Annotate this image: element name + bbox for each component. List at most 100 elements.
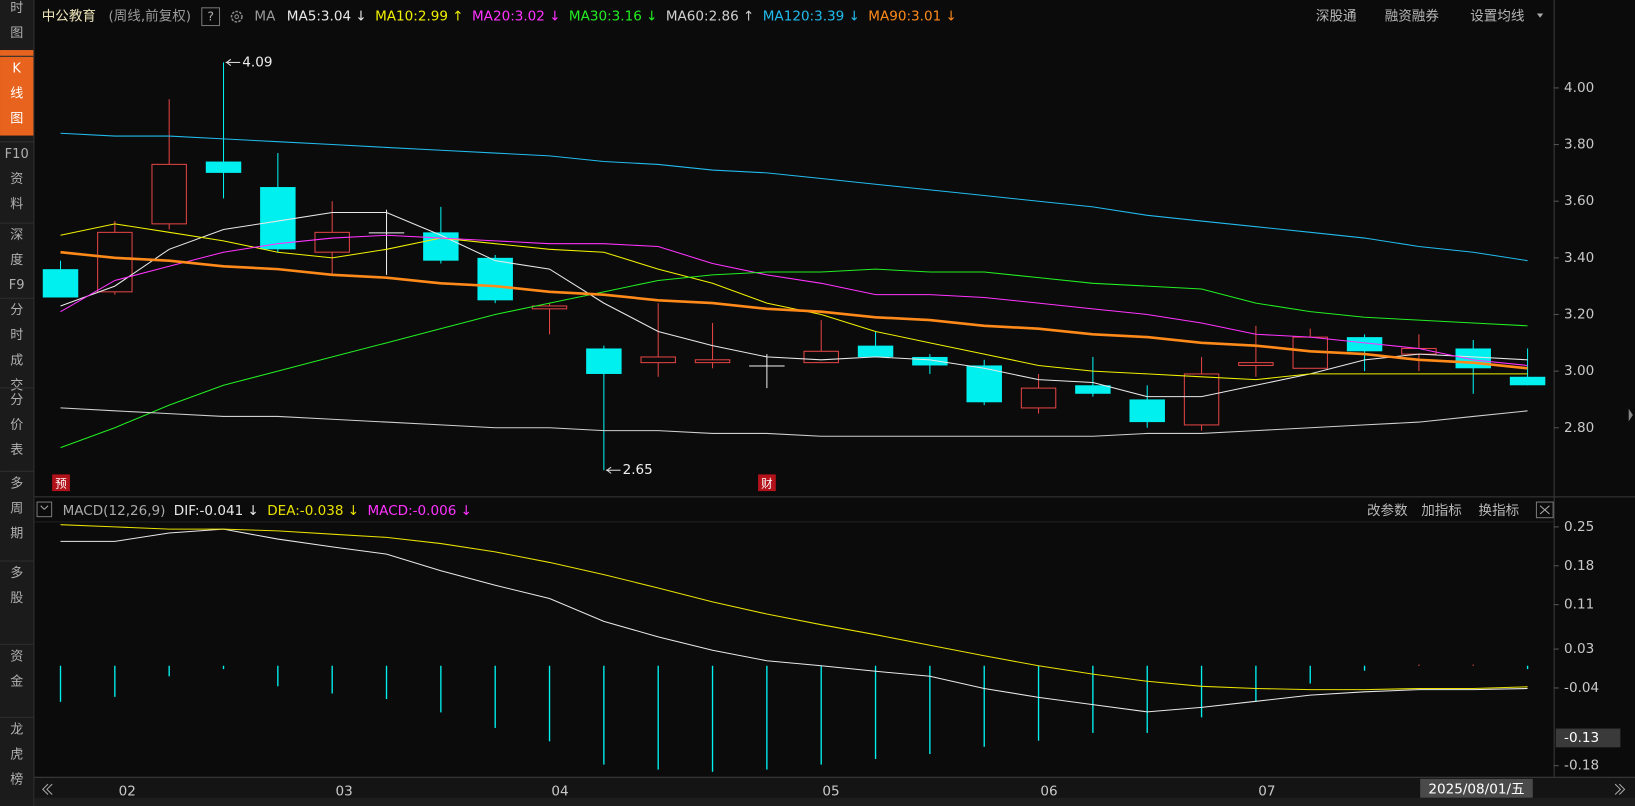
sidebar-tab[interactable]: 图: [10, 26, 23, 41]
dropdown-arrow[interactable]: [1536, 13, 1544, 18]
sidebar-tab[interactable]: 线: [10, 86, 23, 101]
help-box[interactable]: [201, 7, 221, 27]
macd-legend: DEA:-0.038 ↓: [267, 503, 359, 519]
sidebar-tab[interactable]: 股: [10, 591, 23, 606]
scroll-left[interactable]: [42, 783, 49, 795]
sidebar-tab[interactable]: 成: [10, 353, 23, 368]
macd-toggle-glyph: [40, 505, 45, 510]
indicator-button[interactable]: 加指标: [1421, 503, 1462, 519]
y-tick-label: 0.18: [1564, 558, 1594, 574]
forecast-marker[interactable]: [52, 474, 70, 492]
sidebar-tab[interactable]: 度: [10, 252, 23, 268]
gear-icon[interactable]: [230, 10, 243, 23]
candle-body: [966, 365, 1002, 403]
sidebar-tab[interactable]: 分: [10, 393, 23, 408]
candle-body: [1509, 376, 1546, 386]
low-annotation: 2.65: [623, 462, 653, 478]
y-tick-label: 4.00: [1564, 80, 1594, 96]
sidebar-tab[interactable]: 深: [10, 228, 23, 243]
sidebar-tab[interactable]: 周: [10, 501, 23, 516]
sidebar-tab[interactable]: 多: [10, 475, 23, 491]
x-tick-label: 04: [551, 783, 568, 799]
sidebar-tab[interactable]: F9: [9, 278, 25, 293]
candle-body: [151, 163, 187, 225]
macd-toggle[interactable]: [36, 501, 53, 518]
sidebar-tab[interactable]: 金: [10, 673, 23, 689]
candle-body: [260, 187, 296, 250]
candle-body: [314, 231, 350, 253]
sidebar-tab[interactable]: 交: [10, 377, 23, 393]
finance-marker[interactable]: [758, 474, 776, 492]
candle-body: [531, 305, 568, 310]
scroll-right-2[interactable]: [1618, 783, 1626, 795]
toolbar-button[interactable]: 融资融券: [1385, 9, 1440, 25]
candle-body: [694, 359, 731, 364]
close-box[interactable]: [1535, 501, 1554, 519]
low-annotation-arrowhead: [606, 466, 612, 474]
expand-handle[interactable]: [1628, 408, 1633, 422]
ma-label: MA: [254, 9, 276, 25]
candle-body: [423, 232, 459, 261]
sidebar-tab[interactable]: 分: [10, 303, 23, 318]
close-icon[interactable]: [1539, 505, 1550, 515]
sidebar-tab[interactable]: 期: [10, 526, 23, 541]
sidebar-tab[interactable]: 图: [10, 111, 23, 126]
macd-title: MACD(12,26,9): [63, 503, 166, 519]
candle-body: [912, 356, 948, 366]
candle-body: [749, 365, 785, 367]
sidebar-tab[interactable]: 榜: [10, 771, 23, 787]
sidebar-tab[interactable]: 虎: [10, 747, 23, 762]
macd-line: [60, 528, 1528, 713]
scroll-right[interactable]: [1614, 783, 1622, 795]
ma-line: [60, 250, 1528, 370]
indicator-button[interactable]: 改参数: [1367, 502, 1408, 519]
candle-body: [1129, 399, 1165, 423]
sidebar-tab[interactable]: 表: [10, 443, 23, 458]
sidebar-tab[interactable]: 多: [10, 565, 23, 581]
high-annotation: 4.09: [242, 54, 272, 70]
indicator-button[interactable]: 换指标: [1479, 503, 1520, 519]
scroll-left-2[interactable]: [46, 783, 53, 795]
active-tab[interactable]: [0, 50, 34, 136]
ma-line: [60, 268, 1528, 449]
x-tick-label: 06: [1040, 783, 1057, 799]
gear-center: [234, 14, 240, 20]
candle-body: [1455, 348, 1491, 369]
ma-legend: MA5:3.04 ↓: [287, 9, 367, 25]
toolbar-button[interactable]: 深股通: [1316, 9, 1357, 25]
ma-line: [60, 132, 1528, 262]
y-tick-label: 0.11: [1564, 597, 1594, 613]
candle-body: [42, 269, 79, 298]
sidebar-tab[interactable]: 时: [10, 328, 23, 343]
sidebar-tab[interactable]: 时: [10, 1, 23, 16]
candle-body: [1020, 387, 1057, 409]
sidebar-tab[interactable]: 龙: [10, 722, 23, 737]
cursor-value: -0.13: [1564, 730, 1599, 746]
y-tick-label: -0.18: [1564, 758, 1599, 774]
y-tick-label: 2.80: [1564, 420, 1594, 436]
sidebar-tab[interactable]: 价: [10, 418, 23, 433]
candle-body: [1346, 337, 1383, 352]
y-tick-label: -0.04: [1564, 680, 1599, 696]
toolbar-button[interactable]: 设置均线: [1470, 9, 1525, 25]
candle-body: [1183, 373, 1220, 426]
marker-text: 财: [761, 476, 772, 490]
sidebar-tab[interactable]: 资: [10, 649, 23, 664]
sidebar-tab[interactable]: 料: [10, 197, 23, 212]
sidebar-tab[interactable]: F10: [5, 147, 29, 162]
y-tick-label: 3.00: [1564, 363, 1594, 379]
cursor-date: 2025/08/01/五: [1428, 781, 1524, 797]
sidebar-tab[interactable]: K: [12, 61, 21, 76]
y-tick-label: 3.60: [1564, 193, 1594, 209]
ma-legend: MA90:3.01 ↓: [868, 9, 957, 25]
ma-line: [60, 234, 1528, 366]
candle-body: [97, 231, 133, 293]
candle-body: [1238, 362, 1274, 366]
sidebar-tab[interactable]: 资: [10, 172, 23, 187]
candle-body: [477, 257, 513, 301]
scrollbar[interactable]: [34, 797, 1635, 806]
y-tick-label: 3.80: [1564, 137, 1594, 153]
cursor-date-box: [1420, 778, 1533, 798]
help[interactable]: ?: [207, 9, 214, 24]
